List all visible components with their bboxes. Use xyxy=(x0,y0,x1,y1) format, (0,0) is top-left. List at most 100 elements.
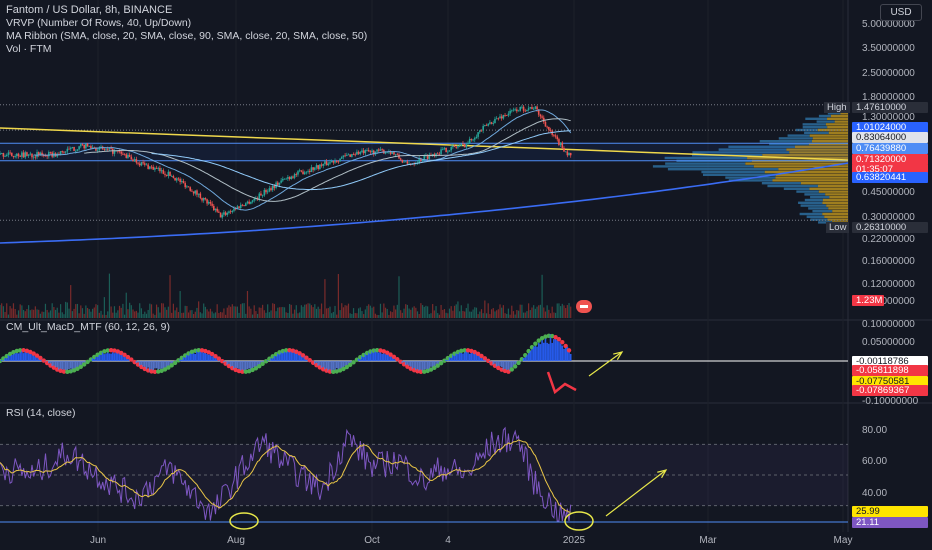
volume-bar xyxy=(326,308,328,318)
macd-bar xyxy=(381,353,383,361)
macd-bar xyxy=(117,352,119,361)
profile-row-up xyxy=(804,193,826,196)
volume-bar xyxy=(549,313,552,318)
indicator-ma-ribbon[interactable]: MA Ribbon (SMA, close, 20, SMA, close, 9… xyxy=(6,30,368,42)
volume-bar xyxy=(294,309,296,318)
volume-bar xyxy=(416,311,419,318)
candle-body xyxy=(376,149,378,152)
macd-bar xyxy=(288,351,291,361)
volume-bar xyxy=(115,312,117,318)
volume-bar xyxy=(251,314,254,318)
volume-bar xyxy=(272,303,274,318)
candle-body xyxy=(322,163,325,166)
candle-body xyxy=(497,118,500,120)
macd-bar xyxy=(423,361,426,370)
volume-bar xyxy=(528,303,530,318)
candle-body xyxy=(229,211,232,213)
price-tag-2: 0.83064000 xyxy=(852,132,928,143)
volume-bar xyxy=(147,309,149,318)
annotations xyxy=(229,351,668,531)
volume-bar xyxy=(322,314,324,318)
candle-body xyxy=(179,179,181,182)
macd-bar xyxy=(228,361,230,365)
price-axis[interactable]: 5.00000000 3.50000000 2.50000000 1.80000000… xyxy=(862,19,919,499)
flag-icon[interactable] xyxy=(576,300,592,313)
volume-bar xyxy=(445,312,447,318)
macd-signal-point xyxy=(347,362,353,367)
indicator-volume[interactable]: Vol · FTM xyxy=(6,43,52,55)
macd-signal-point xyxy=(395,357,400,362)
candle-body xyxy=(453,145,456,147)
macd-bar xyxy=(243,361,245,371)
macd-signal-point xyxy=(71,368,77,373)
macd-bar xyxy=(332,361,335,370)
profile-row-up xyxy=(799,212,823,216)
profile-row-down xyxy=(827,126,848,129)
currency-selector[interactable]: USD xyxy=(880,4,922,21)
volume-bar xyxy=(140,308,143,318)
volume-bar xyxy=(317,306,319,318)
volume-bar xyxy=(58,312,60,318)
volume-bar xyxy=(302,306,304,318)
symbol-title[interactable]: Fantom / US Dollar, 8h, BINANCE xyxy=(6,4,173,16)
macd-bar xyxy=(78,361,80,368)
volume-bar xyxy=(181,312,183,318)
macd-signal-point xyxy=(475,351,481,357)
indicator-macd[interactable]: CM_Ult_MacD_MTF (60, 12, 26, 9) xyxy=(6,321,170,333)
volume-bar xyxy=(324,279,326,318)
indicator-rsi[interactable]: RSI (14, close) xyxy=(6,407,76,419)
profile-row-down xyxy=(828,207,848,210)
volume-bar xyxy=(61,312,63,318)
volume-bar xyxy=(565,308,567,318)
macd-signal-point xyxy=(536,338,541,343)
candle-body xyxy=(534,106,537,109)
volume-bar xyxy=(11,308,13,318)
candle-body xyxy=(155,167,158,169)
candle-body xyxy=(39,152,42,156)
volume-bar xyxy=(455,304,457,318)
macd-bar xyxy=(24,351,27,361)
candle-body xyxy=(561,142,564,148)
macd-bar xyxy=(548,343,550,361)
volume-bar xyxy=(475,307,478,318)
macd-bar xyxy=(276,353,279,361)
candle-body xyxy=(325,161,328,166)
macd-bar xyxy=(364,353,367,361)
volume-bar xyxy=(364,309,366,318)
macd-bar xyxy=(244,361,247,370)
candle-body xyxy=(140,162,143,166)
candle-body xyxy=(128,154,131,157)
macd-bar xyxy=(98,354,101,361)
price-axis-label: 0.45000000 xyxy=(862,187,915,198)
macd-bar xyxy=(167,361,170,368)
volume-bar xyxy=(268,312,270,318)
volume-bar xyxy=(522,312,525,318)
candle-body xyxy=(447,151,449,153)
volume-bar xyxy=(88,309,90,318)
macd-bar xyxy=(250,361,252,372)
volume-bar xyxy=(570,306,572,318)
candle-body xyxy=(462,143,464,145)
candle-body xyxy=(32,156,35,158)
rsi-line xyxy=(0,426,572,522)
profile-row-up xyxy=(800,204,827,207)
candle-body xyxy=(219,212,222,218)
volume-bar xyxy=(506,313,508,318)
volume-bar xyxy=(381,312,383,318)
grid xyxy=(0,0,932,532)
price-axis-label: 5.00000000 xyxy=(862,19,915,30)
macd-bar xyxy=(213,354,215,361)
macd-bar xyxy=(120,353,123,361)
macd-signal-point xyxy=(442,358,447,363)
indicator-vrvp[interactable]: VRVP (Number Of Rows, 40, Up/Down) xyxy=(6,17,192,29)
volume-bar xyxy=(487,303,489,318)
macd-bar xyxy=(27,352,30,361)
profile-row-up xyxy=(804,131,829,134)
candle-body xyxy=(312,167,314,170)
candle-body xyxy=(110,148,112,150)
macd-bar xyxy=(568,351,570,361)
macd-signal-point xyxy=(374,348,380,353)
candle-body xyxy=(123,154,126,156)
volume-bar xyxy=(546,305,548,318)
